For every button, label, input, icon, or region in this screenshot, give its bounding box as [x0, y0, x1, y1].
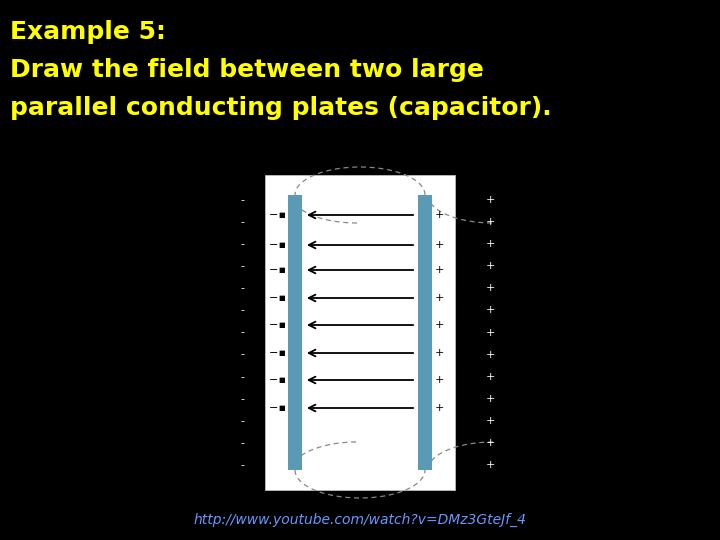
Text: -: - — [258, 347, 262, 360]
Text: ■: ■ — [279, 322, 285, 328]
Text: −: − — [269, 265, 278, 275]
Bar — [418, 195, 432, 470]
Text: −: − — [269, 403, 278, 413]
Text: +: + — [459, 292, 470, 305]
Text: +: + — [459, 264, 470, 276]
Text: -: - — [258, 374, 262, 387]
Text: Draw the field between two large: Draw the field between two large — [10, 58, 484, 82]
Text: -: - — [258, 264, 262, 276]
Text: −: − — [269, 210, 278, 220]
Text: +: + — [459, 239, 470, 252]
Text: −: − — [269, 375, 278, 385]
Text: -: - — [240, 195, 244, 205]
Text: -: - — [240, 284, 244, 293]
Text: +: + — [459, 402, 470, 415]
Text: +: + — [485, 416, 495, 426]
Bar — [288, 195, 302, 470]
Text: +: + — [435, 265, 444, 275]
Text: -: - — [240, 306, 244, 315]
Text: +: + — [485, 239, 495, 249]
Text: http://www.youtube.com/watch?v=DMz3GteJf_4: http://www.youtube.com/watch?v=DMz3GteJf… — [194, 513, 526, 527]
Text: +: + — [459, 347, 470, 360]
Text: +: + — [485, 372, 495, 382]
Text: −: − — [269, 293, 278, 303]
Text: -: - — [258, 292, 262, 305]
Text: +: + — [435, 320, 444, 330]
Text: Example 5:: Example 5: — [10, 20, 166, 44]
Text: -: - — [258, 319, 262, 332]
Text: ■: ■ — [279, 267, 285, 273]
Text: +: + — [485, 460, 495, 470]
Text: +: + — [485, 217, 495, 227]
Text: +: + — [435, 293, 444, 303]
Text: +: + — [435, 375, 444, 385]
Text: ■: ■ — [279, 242, 285, 248]
Text: −: − — [269, 320, 278, 330]
Text: parallel conducting plates (capacitor).: parallel conducting plates (capacitor). — [10, 96, 552, 120]
Text: +: + — [435, 240, 444, 250]
Text: +: + — [485, 284, 495, 293]
Text: -: - — [258, 208, 262, 221]
Text: -: - — [240, 261, 244, 271]
Text: -: - — [240, 239, 244, 249]
Text: −: − — [269, 240, 278, 250]
Text: −: − — [269, 348, 278, 358]
Text: +: + — [435, 210, 444, 220]
Text: -: - — [258, 239, 262, 252]
Text: +: + — [435, 403, 444, 413]
Text: -: - — [258, 402, 262, 415]
Text: -: - — [240, 327, 244, 338]
Text: ■: ■ — [279, 405, 285, 411]
Text: -: - — [240, 372, 244, 382]
Text: +: + — [459, 208, 470, 221]
Text: +: + — [485, 195, 495, 205]
Text: -: - — [240, 217, 244, 227]
Text: +: + — [459, 374, 470, 387]
Text: +: + — [485, 394, 495, 404]
Text: ■: ■ — [279, 377, 285, 383]
Text: -: - — [240, 349, 244, 360]
Text: +: + — [485, 306, 495, 315]
Text: +: + — [485, 349, 495, 360]
Text: ■: ■ — [279, 350, 285, 356]
Bar — [265, 175, 455, 490]
Text: -: - — [240, 416, 244, 426]
Text: +: + — [435, 348, 444, 358]
Text: ■: ■ — [279, 295, 285, 301]
Text: +: + — [485, 327, 495, 338]
Text: +: + — [459, 319, 470, 332]
Text: -: - — [240, 394, 244, 404]
Text: +: + — [485, 438, 495, 448]
Text: -: - — [240, 460, 244, 470]
Text: -: - — [240, 438, 244, 448]
Text: ■: ■ — [279, 212, 285, 218]
Text: +: + — [485, 261, 495, 271]
